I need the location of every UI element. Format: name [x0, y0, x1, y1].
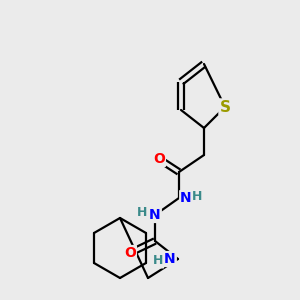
Text: S: S	[220, 100, 230, 115]
Text: N: N	[149, 208, 161, 222]
Text: O: O	[153, 152, 165, 166]
Text: O: O	[124, 246, 136, 260]
Text: H: H	[192, 190, 202, 202]
Text: H: H	[137, 206, 147, 220]
Text: N: N	[164, 252, 176, 266]
Text: N: N	[180, 191, 192, 205]
Text: H: H	[153, 254, 163, 268]
